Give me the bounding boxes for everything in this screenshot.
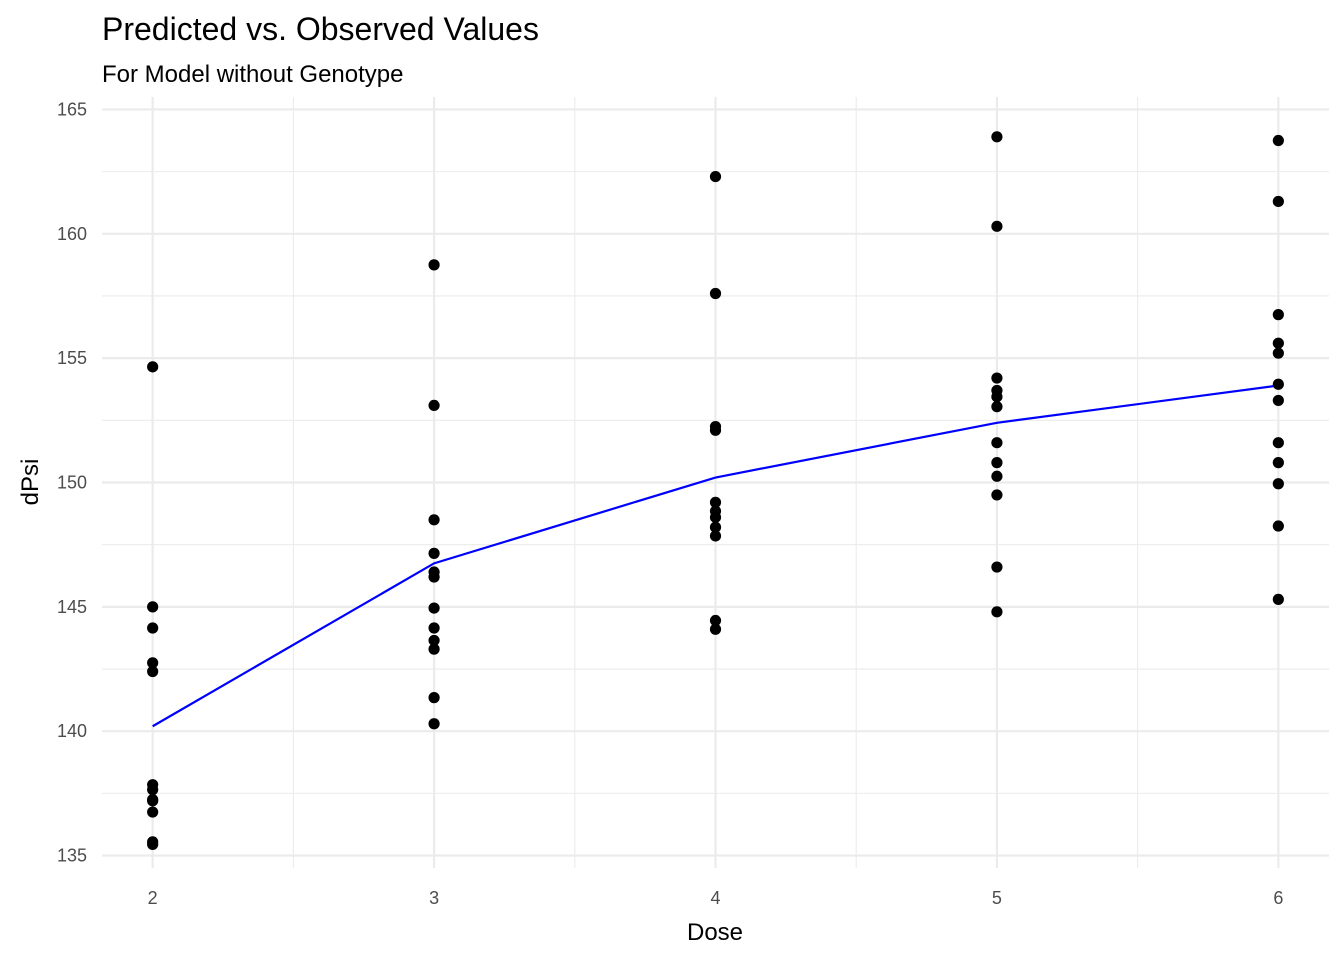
data-point (147, 784, 159, 796)
data-point (991, 606, 1003, 618)
data-point (709, 623, 722, 635)
data-point (1272, 437, 1284, 449)
grid (102, 97, 1329, 868)
y-axis-label: dPsi (17, 459, 44, 506)
data-point (1272, 337, 1284, 349)
data-point (709, 424, 722, 436)
x-axis-ticks: 2 3 4 5 6 (148, 888, 1284, 908)
data-point (428, 718, 440, 730)
data-point (1272, 195, 1284, 208)
data-point (991, 437, 1003, 449)
data-point (428, 622, 440, 634)
data-point (1272, 520, 1284, 532)
data-point (1272, 457, 1284, 469)
x-axis-label: Dose (687, 919, 743, 946)
chart-subtitle: For Model without Genotype (102, 61, 404, 88)
x-tick-label: 5 (992, 888, 1002, 908)
data-point (428, 692, 440, 704)
data-point (428, 571, 440, 583)
data-point (709, 614, 722, 627)
observed-points (147, 131, 1284, 850)
predicted-line (152, 384, 1279, 728)
x-tick-label: 6 (1273, 888, 1283, 908)
data-point (991, 401, 1003, 413)
data-point (991, 470, 1003, 482)
data-point (428, 602, 440, 614)
data-point (147, 838, 159, 850)
data-point (991, 391, 1003, 403)
data-point (1272, 347, 1284, 359)
data-point (147, 622, 159, 634)
data-point (709, 530, 722, 542)
data-point (428, 547, 440, 559)
data-point (991, 457, 1003, 469)
y-tick-label: 165 (57, 99, 87, 119)
x-tick-label: 4 (710, 888, 720, 908)
data-point (147, 795, 159, 807)
data-point (147, 665, 159, 678)
chart-title: Predicted vs. Observed Values (102, 11, 539, 47)
data-point (1272, 134, 1284, 147)
data-point (428, 643, 440, 655)
y-tick-label: 145 (57, 597, 87, 617)
data-point (1272, 478, 1284, 490)
data-point (1272, 593, 1284, 605)
data-point (991, 561, 1003, 573)
data-point (428, 399, 440, 411)
data-point (147, 657, 159, 669)
y-tick-label: 150 (57, 473, 87, 493)
y-tick-label: 160 (57, 224, 87, 244)
data-point (428, 634, 440, 647)
data-point (991, 489, 1003, 501)
data-point (428, 514, 440, 526)
data-point (147, 806, 159, 818)
data-point (709, 511, 722, 523)
y-tick-label: 140 (57, 721, 87, 741)
data-point (428, 259, 440, 271)
data-point (147, 601, 159, 613)
x-tick-label: 2 (148, 888, 158, 908)
data-point (709, 496, 722, 508)
data-point (709, 170, 722, 183)
y-tick-label: 155 (57, 348, 87, 368)
data-point (991, 131, 1003, 143)
data-point (147, 361, 159, 373)
data-point (709, 287, 722, 300)
data-point (1272, 394, 1284, 407)
data-point (991, 220, 1003, 232)
x-tick-label: 3 (429, 888, 439, 908)
y-tick-label: 135 (57, 846, 87, 866)
data-point (709, 521, 722, 533)
data-point (1272, 309, 1284, 321)
data-point (1272, 378, 1284, 390)
data-point (991, 372, 1003, 384)
y-axis-ticks: 135 140 145 150 155 160 165 (57, 99, 87, 865)
